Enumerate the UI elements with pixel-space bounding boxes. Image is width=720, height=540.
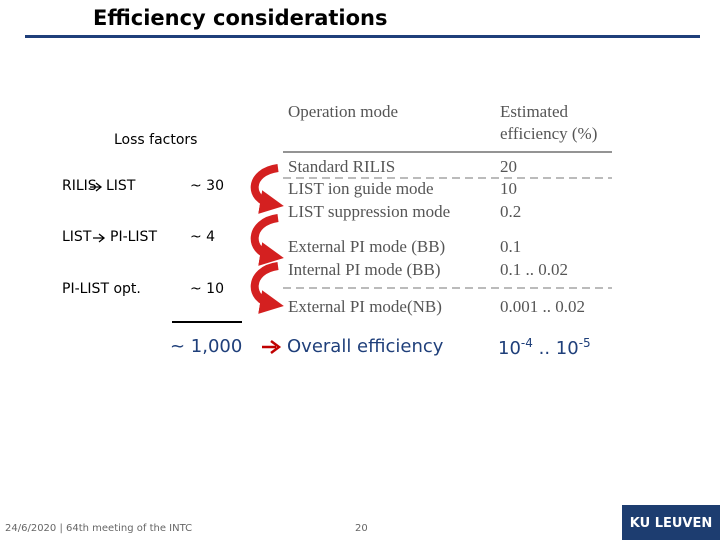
result-arrow	[262, 340, 282, 354]
overall-label: Overall efficiency	[287, 336, 444, 357]
range-base: 10	[555, 338, 579, 359]
red-arrow	[250, 262, 284, 314]
mode-cell: LIST ion guide mode	[288, 179, 434, 198]
footer-text: 24/6/2020 | 64th meeting of the INTC	[5, 523, 193, 534]
loss-to: PI-LIST	[110, 229, 157, 245]
overall-range: 10-4 .. 10-5	[498, 336, 591, 359]
range-exp: -4	[520, 336, 533, 350]
efficiency-cell: 20	[500, 157, 517, 176]
loss-factor: ~ 30	[190, 178, 224, 194]
red-arrow	[250, 214, 284, 266]
flow-arrow	[90, 182, 103, 192]
mode-cell: Standard RILIS	[288, 157, 396, 176]
mode-cell: External PI mode(NB)	[288, 297, 442, 316]
flow-arrow	[93, 233, 106, 243]
loss-from: RILIS	[62, 178, 97, 194]
efficiency-cell: 0.001 .. 0.02	[500, 297, 585, 316]
red-arrow	[250, 164, 284, 214]
range-exp: -5	[578, 336, 591, 350]
table-header: Estimated efficiency (%)	[500, 102, 598, 143]
slide-title: Efficiency considerations	[93, 6, 388, 30]
efficiency-cell: 0.1	[500, 237, 522, 256]
loss-from: LIST	[62, 229, 92, 245]
title-rule	[25, 35, 700, 38]
loss-title: Loss factors	[114, 132, 198, 148]
loss-factor: ~ 4	[190, 229, 216, 245]
table-header: Operation mode	[288, 102, 398, 121]
mode-cell: External PI mode (BB)	[288, 237, 446, 256]
mode-cell: LIST suppression mode	[288, 202, 451, 221]
efficiency-cell: 0.1 .. 0.02	[500, 260, 568, 279]
logo: KU LEUVEN	[622, 505, 720, 540]
mode-cell: Internal PI mode (BB)	[288, 260, 441, 279]
loss-total: ~ 1,000	[170, 336, 243, 357]
efficiency-cell: 0.2	[500, 202, 522, 221]
loss-factor: ~ 10	[190, 281, 224, 297]
loss-from: PI-LIST opt.	[62, 281, 141, 297]
efficiency-cell: 10	[500, 179, 517, 198]
page-number: 20	[355, 523, 368, 534]
range-sep: ..	[538, 338, 551, 359]
loss-to: LIST	[106, 178, 136, 194]
range-base: 10	[498, 338, 521, 359]
